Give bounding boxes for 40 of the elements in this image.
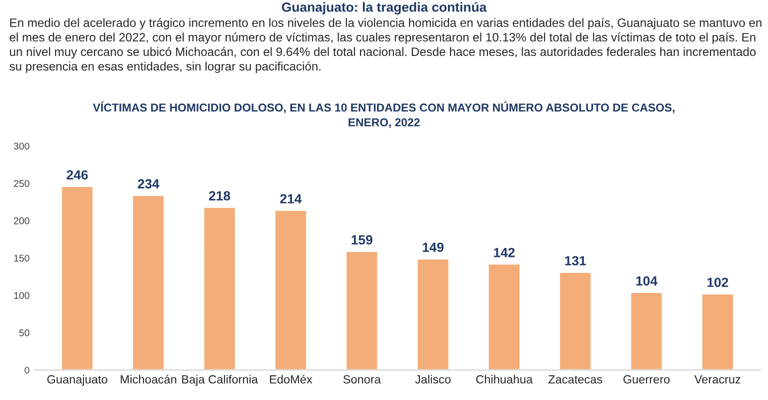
data-label: 214 bbox=[280, 194, 302, 204]
data-label: 159 bbox=[352, 235, 372, 245]
x-tick-label: Sonora bbox=[343, 375, 381, 384]
x-tick-label: Baja California bbox=[182, 374, 258, 386]
data-label: 102 bbox=[707, 278, 728, 288]
bar bbox=[416, 258, 450, 370]
y-tick-label: 50 bbox=[19, 329, 30, 336]
data-label: 149 bbox=[422, 242, 444, 252]
x-tick-label: Michoacán bbox=[120, 374, 176, 384]
data-label: 246 bbox=[66, 170, 88, 180]
text: VÍCTIMAS DE HOMICIDIO DOLOSO, EN LAS 10 ENTIDADES CON MAYOR NÚMERO ABSOLUTO DE CASOS, ENERO, 2022 bbox=[92, 101, 674, 128]
y-tick-label: 150 bbox=[14, 254, 30, 262]
bar bbox=[487, 263, 521, 370]
bar bbox=[700, 293, 734, 370]
x-tick-label: Chihuahua bbox=[476, 374, 533, 384]
x-tick-label: Zacatecas bbox=[548, 375, 602, 384]
x-tick-label: EdoMéx bbox=[270, 374, 312, 384]
x-tick-label: Veracruz bbox=[694, 375, 740, 384]
bar bbox=[60, 186, 94, 370]
bar bbox=[558, 271, 592, 370]
y-tick-label: 200 bbox=[14, 217, 30, 224]
data-label: 104 bbox=[636, 276, 658, 286]
y-tick-label: 100 bbox=[14, 292, 30, 299]
y-tick-label: 0 bbox=[24, 366, 30, 374]
bar bbox=[202, 206, 236, 370]
chart-subtitle: En medio del acelerado y trágico incremento en los niveles de la violencia homicida en varias entidades del país, Guanajuato se mantuvo en el mes de enero del 2022, con el mayor número de víctimas, las cuales representaron el 10.13% del total de las víctimas de toto el país. En un nivel muy cercano se ubicó Michoacán, con el 9.64% del total nacional. Desde hace meses, las autoridades federales han incrementado su presencia en esas entidades, sin lograr su pacificación. bbox=[10, 18, 762, 73]
chart-title: Guanajuato: la tragedia continúa bbox=[282, 2, 487, 14]
bar bbox=[345, 250, 379, 370]
x-tick-label: Guerrero bbox=[623, 375, 670, 384]
data-label: 218 bbox=[209, 191, 230, 200]
data-label: 234 bbox=[138, 179, 160, 189]
data-label: 131 bbox=[565, 256, 586, 266]
x-tick-label: Jalisco bbox=[415, 374, 451, 384]
bar bbox=[274, 210, 308, 370]
y-tick-label: 250 bbox=[14, 180, 30, 187]
y-tick-label: 300 bbox=[14, 142, 30, 150]
x-tick-label: Guanajuato bbox=[47, 374, 108, 386]
data-label: 142 bbox=[494, 248, 515, 258]
bar bbox=[630, 292, 664, 370]
bar bbox=[132, 194, 166, 370]
